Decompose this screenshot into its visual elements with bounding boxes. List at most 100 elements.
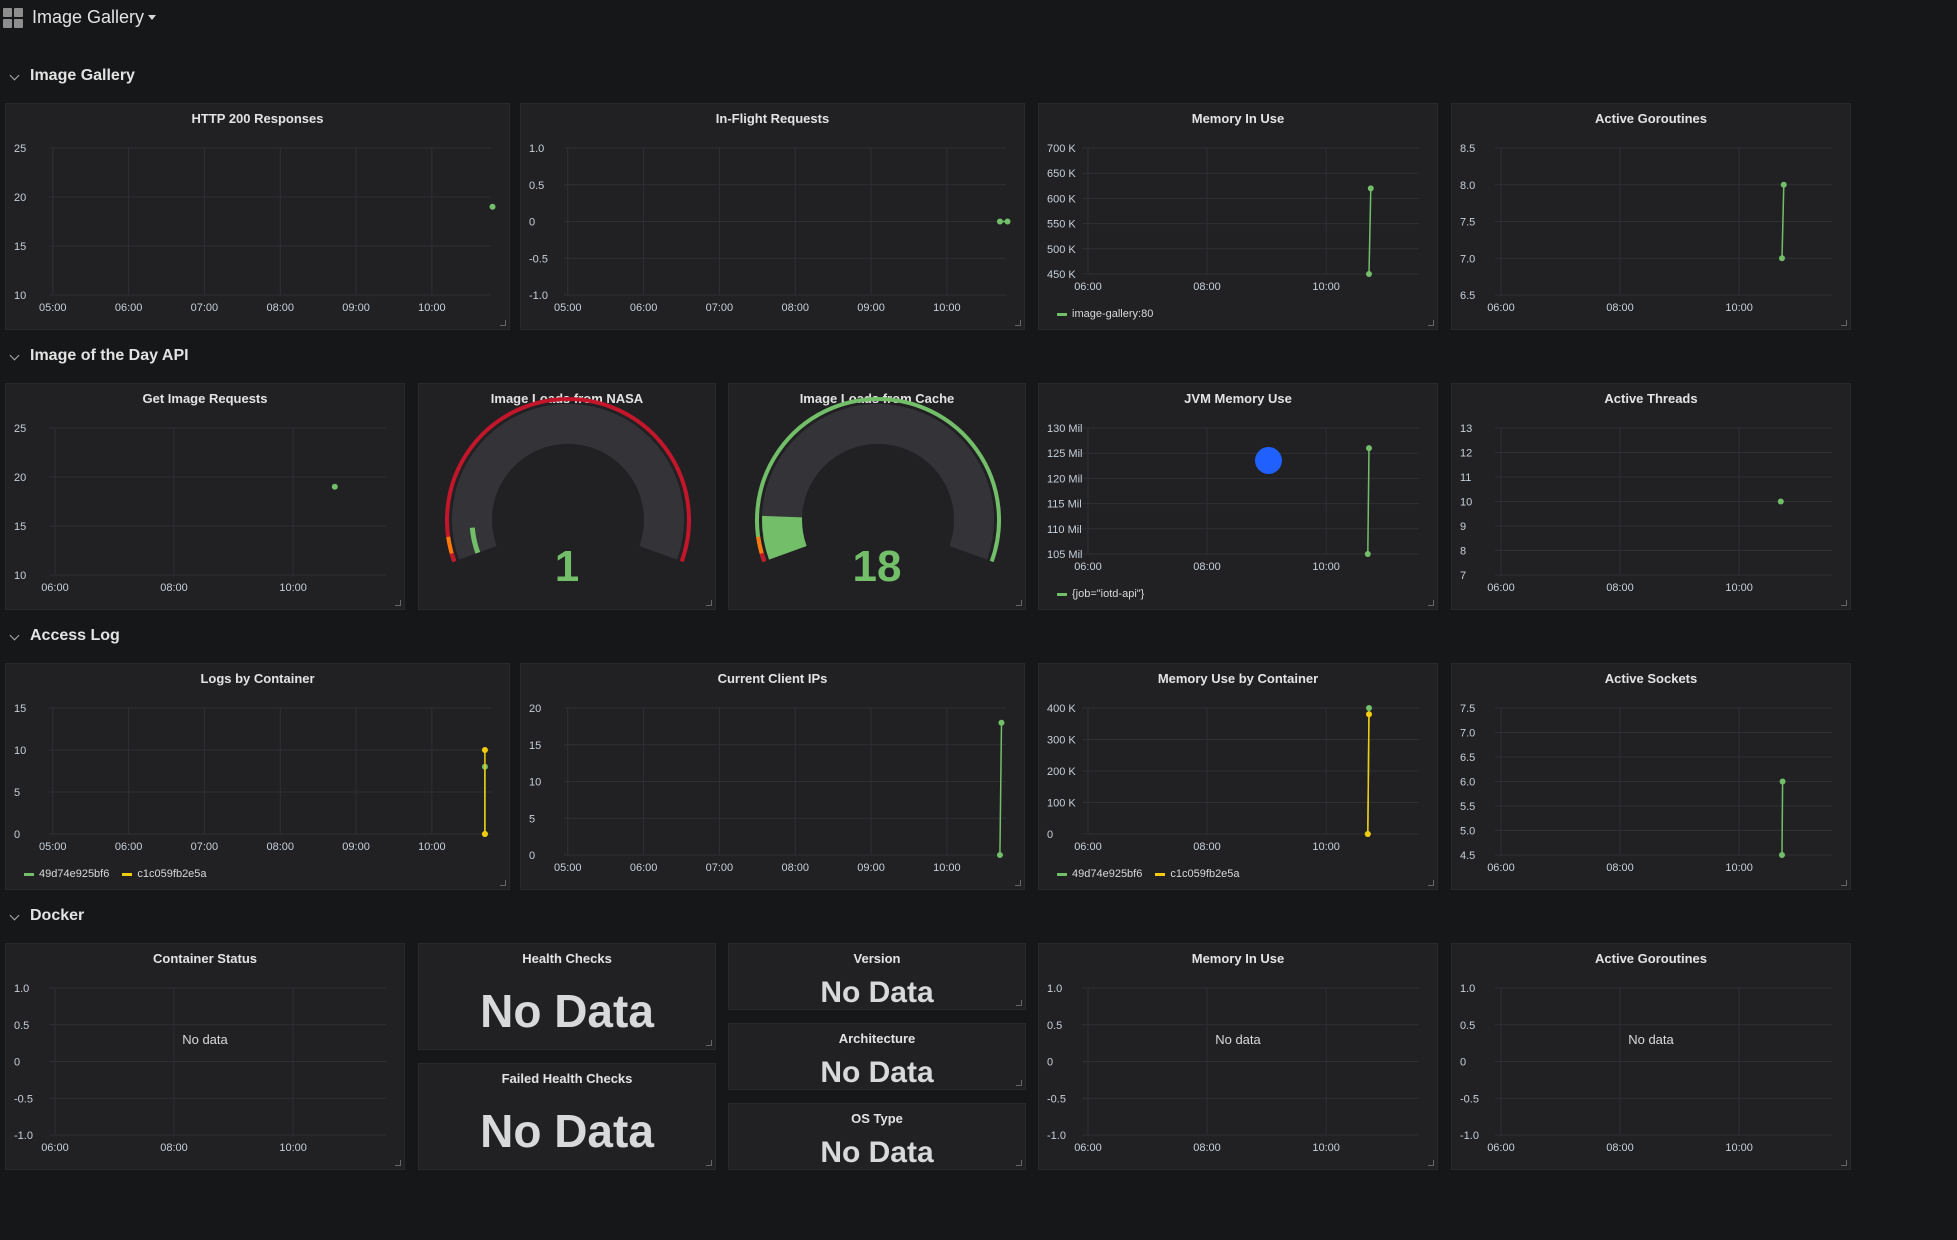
panel-title[interactable]: Memory In Use xyxy=(1191,111,1285,126)
graph-http-200-responses: 25 20 15 10 05:00 06:00 07:00 08:00 09:00 10:00 xyxy=(14,143,496,314)
data-point xyxy=(1778,255,1785,262)
x-tick-label: 08:00 xyxy=(160,582,188,594)
resize-handle[interactable] xyxy=(500,320,506,326)
legend-item[interactable]: 49d74e925bf6 xyxy=(1057,868,1142,880)
resize-handle[interactable] xyxy=(1841,880,1847,886)
row-title-access-log[interactable]: Access Log xyxy=(30,627,120,644)
resize-handle[interactable] xyxy=(1015,880,1021,886)
panel-title[interactable]: Active Threads xyxy=(1604,391,1698,406)
panel-title[interactable]: Memory In Use xyxy=(1191,951,1285,966)
panel-title[interactable]: Version xyxy=(853,951,901,966)
graph-active-threads: 13 12 11 10 9 8 7 06:00 08:00 10:00 xyxy=(1460,423,1832,594)
panel-version[interactable]: Version No Data xyxy=(728,943,1026,1010)
x-tick-label: 08:00 xyxy=(1606,302,1634,314)
panel-active-threads[interactable]: Active Threads 13 12 11 10 9 8 7 06:00 08:00 10:0… xyxy=(1451,383,1851,610)
legend-item[interactable]: {job="iotd-api"} xyxy=(1057,588,1144,600)
panel-logs-by-container[interactable]: Logs by Container 15 10 5 0 05:00 06:00 07:00 0… xyxy=(5,663,510,890)
gauge-image-loads-from-nasa xyxy=(445,397,691,563)
panel-memory-in-use[interactable]: Memory In Use 700 K 650 K 600 K 550 K 500 K 4… xyxy=(1038,103,1438,330)
chevron-down-icon[interactable] xyxy=(9,630,20,641)
panel-health-checks[interactable]: Health Checks No Data xyxy=(418,943,716,1050)
chevron-down-icon[interactable] xyxy=(9,350,20,361)
y-tick-label: 8 xyxy=(1460,546,1466,558)
panel-container-status[interactable]: Container Status 1.0 0.5 0 -0.5 -1.0 06:00 08:… xyxy=(5,943,405,1170)
resize-handle[interactable] xyxy=(1428,1160,1434,1166)
panel-jvm-memory-use[interactable]: JVM Memory Use 130 Mil 125 Mil 120 Mil 115 … xyxy=(1038,383,1438,610)
row-title-image-gallery[interactable]: Image Gallery xyxy=(30,67,135,84)
x-tick-label: 08:00 xyxy=(1193,1142,1221,1154)
data-point xyxy=(1364,831,1371,837)
resize-handle[interactable] xyxy=(1428,880,1434,886)
panel-title[interactable]: Logs by Container xyxy=(200,671,315,686)
resize-handle[interactable] xyxy=(1841,320,1847,326)
x-tick-label: 09:00 xyxy=(342,841,370,853)
panel-title[interactable]: Get Image Requests xyxy=(142,391,268,406)
panel-active-sockets[interactable]: Active Sockets 7.5 7.0 6.5 6.0 5.5 5.0 4.5 06:0… xyxy=(1451,663,1851,890)
dashboard-title[interactable]: Image Gallery xyxy=(32,7,145,27)
legend-item[interactable]: c1c059fb2e5a xyxy=(122,868,207,880)
resize-handle[interactable] xyxy=(1428,600,1434,606)
chevron-down-icon[interactable] xyxy=(9,910,20,921)
x-tick-label: 08:00 xyxy=(160,1142,188,1154)
panel-title[interactable]: Memory Use by Container xyxy=(1157,671,1319,686)
panel-title[interactable]: HTTP 200 Responses xyxy=(191,111,324,126)
panel-title[interactable]: Active Goroutines xyxy=(1595,951,1707,966)
panel-title[interactable]: Architecture xyxy=(838,1031,916,1046)
resize-handle[interactable] xyxy=(1016,600,1022,606)
panel-http-200-responses[interactable]: HTTP 200 Responses 25 20 15 10 05:00 06:00 07:… xyxy=(5,103,510,330)
panel-title[interactable]: JVM Memory Use xyxy=(1184,391,1292,406)
resize-handle[interactable] xyxy=(706,1040,712,1046)
panel-title[interactable]: Failed Health Checks xyxy=(501,1071,633,1086)
panel-image-loads-from-cache[interactable]: Image Loads from Cache 18 xyxy=(728,383,1026,610)
legend-item[interactable]: 49d74e925bf6 xyxy=(24,868,109,880)
panel-title[interactable]: Container Status xyxy=(152,951,257,966)
row-title-docker[interactable]: Docker xyxy=(30,907,85,924)
resize-handle[interactable] xyxy=(1841,1160,1847,1166)
panel-memory-use-by-container[interactable]: Memory Use by Container 400 K 300 K 200 K 1… xyxy=(1038,663,1438,890)
legend-item[interactable]: c1c059fb2e5a xyxy=(1155,868,1240,880)
x-tick-label: 05:00 xyxy=(39,302,67,314)
panel-active-goroutines-docker[interactable]: Active Goroutines 1.0 0.5 0 -0.5 -1.0 06:00 08… xyxy=(1451,943,1851,1170)
y-tick-label: 10 xyxy=(14,570,26,582)
resize-handle[interactable] xyxy=(706,1160,712,1166)
resize-handle[interactable] xyxy=(1016,1000,1022,1006)
legend-item[interactable]: image-gallery:80 xyxy=(1057,308,1153,320)
panel-in-flight-requests[interactable]: In-Flight Requests 1.0 0.5 0 -0.5 -1.0 05:00 0… xyxy=(520,103,1025,330)
panel-title[interactable]: OS Type xyxy=(851,1111,903,1126)
row-title-image-of-the-day-api[interactable]: Image of the Day API xyxy=(30,347,189,364)
panel-current-client-ips[interactable]: Current Client IPs 20 15 10 5 0 05:00 06:00 07:… xyxy=(520,663,1025,890)
resize-handle[interactable] xyxy=(1841,600,1847,606)
chevron-down-icon[interactable] xyxy=(9,70,20,81)
legend-label: image-gallery:80 xyxy=(1072,308,1154,320)
resize-handle[interactable] xyxy=(706,600,712,606)
panel-memory-in-use-docker[interactable]: Memory In Use 1.0 0.5 0 -0.5 -1.0 06:00 08:00 1… xyxy=(1038,943,1438,1170)
y-tick-label: 0 xyxy=(1047,829,1053,841)
y-tick-label: 5.5 xyxy=(1460,801,1475,813)
resize-handle[interactable] xyxy=(1016,1080,1022,1086)
panel-architecture[interactable]: Architecture No Data xyxy=(728,1023,1026,1090)
resize-handle[interactable] xyxy=(395,600,401,606)
resize-handle[interactable] xyxy=(1016,1160,1022,1166)
x-tick-label: 10:00 xyxy=(1725,302,1753,314)
resize-handle[interactable] xyxy=(1428,320,1434,326)
x-tick-label: 06:00 xyxy=(1487,302,1515,314)
x-tick-label: 10:00 xyxy=(1725,582,1753,594)
panel-get-image-requests[interactable]: Get Image Requests 25 20 15 10 06:00 08:00 10:… xyxy=(5,383,405,610)
x-tick-label: 06:00 xyxy=(630,862,658,874)
chevron-down-icon[interactable] xyxy=(148,15,156,20)
panel-image-loads-from-nasa[interactable]: Image Loads from NASA 1 xyxy=(418,383,716,610)
panel-active-goroutines[interactable]: Active Goroutines 8.5 8.0 7.5 7.0 6.5 06:00 08… xyxy=(1451,103,1851,330)
apps-grid-icon[interactable] xyxy=(3,8,23,28)
x-tick-label: 09:00 xyxy=(342,302,370,314)
panel-title[interactable]: Health Checks xyxy=(522,951,612,966)
panel-title[interactable]: Active Goroutines xyxy=(1595,111,1707,126)
resize-handle[interactable] xyxy=(395,1160,401,1166)
y-tick-label: -1.0 xyxy=(14,1130,33,1142)
panel-title[interactable]: In-Flight Requests xyxy=(715,111,830,126)
panel-failed-health-checks[interactable]: Failed Health Checks No Data xyxy=(418,1063,716,1170)
panel-title[interactable]: Current Client IPs xyxy=(717,671,828,686)
resize-handle[interactable] xyxy=(500,880,506,886)
resize-handle[interactable] xyxy=(1015,320,1021,326)
panel-title[interactable]: Active Sockets xyxy=(1604,671,1698,686)
panel-os-type[interactable]: OS Type No Data xyxy=(728,1103,1026,1170)
